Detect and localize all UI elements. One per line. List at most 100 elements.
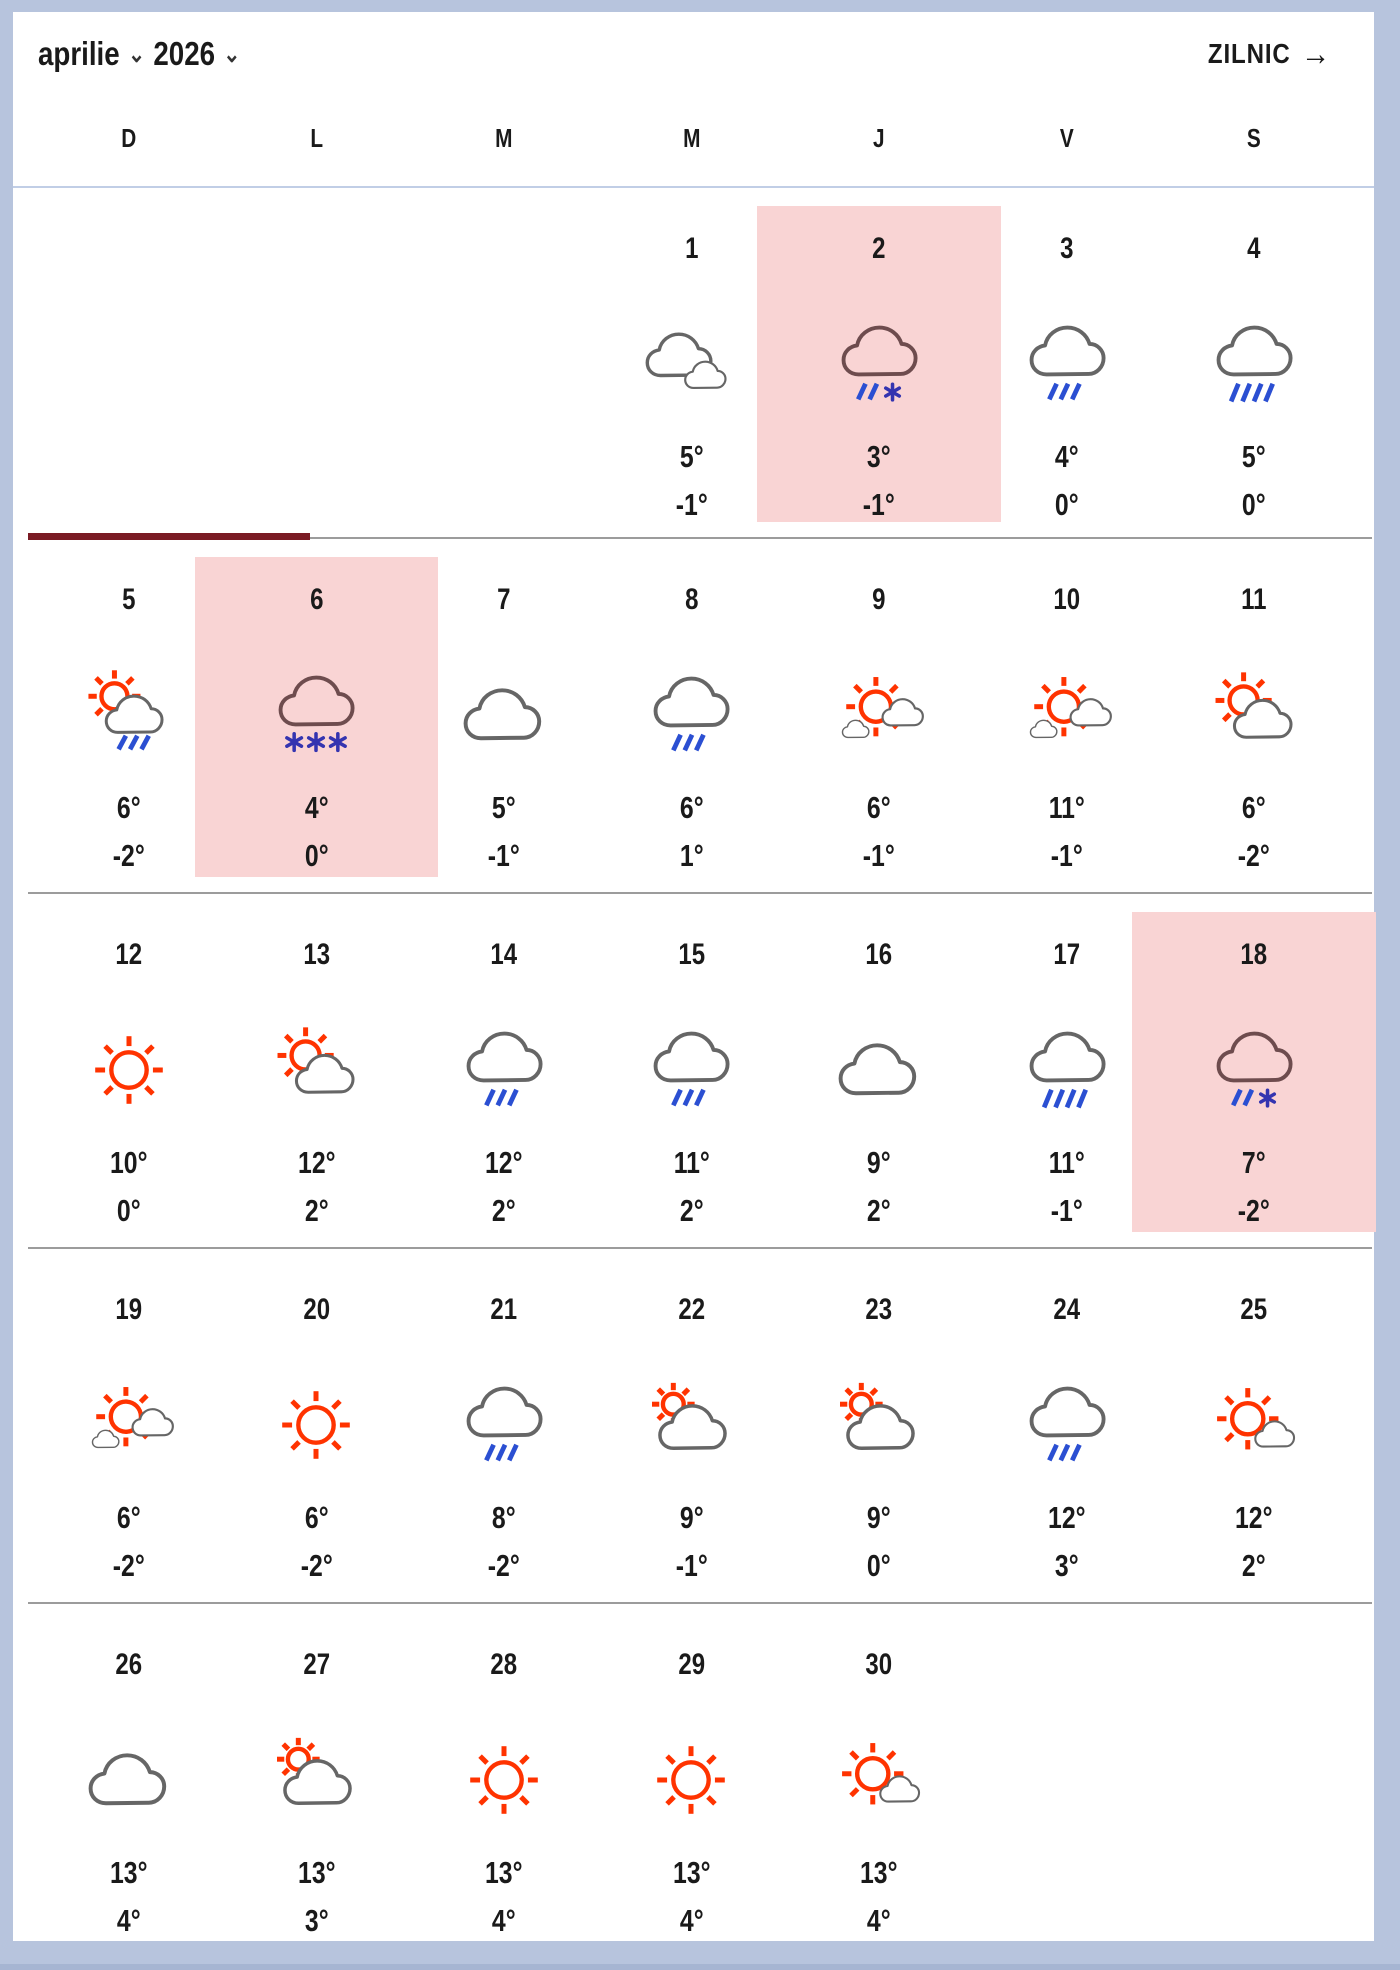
max-temperature: 6° xyxy=(679,790,704,825)
day-cell-25[interactable]: 25 12° 2° xyxy=(1160,1249,1348,1602)
day-name-5: V xyxy=(1059,122,1074,153)
week-row-5: 26 13° 4° 27 13° 3° 28 13° 4° 29 13° 4° 30 13° 4° xyxy=(35,1604,1348,1945)
day-cell-16[interactable]: 16 9° 2° xyxy=(785,894,973,1247)
chevron-down-icon[interactable]: ⌄ xyxy=(128,41,145,68)
day-cell-28[interactable]: 28 13° 4° xyxy=(410,1604,598,1945)
month-selector[interactable]: aprilie xyxy=(38,35,120,72)
week-progress-indicator xyxy=(28,533,310,540)
min-temperature: 0° xyxy=(1054,487,1079,522)
day-cell-15[interactable]: 15 11° 2° xyxy=(598,894,786,1247)
max-temperature: 9° xyxy=(679,1500,704,1535)
week-row-1: 1 5° -1° 2 3° -1° 3 4° 0° 4 5° 0° xyxy=(35,188,1348,537)
rain-heavy-icon xyxy=(1160,312,1348,416)
rain-icon xyxy=(410,1373,598,1477)
day-cell-13[interactable]: 13 12° 2° xyxy=(223,894,411,1247)
chevron-down-icon[interactable]: ⌄ xyxy=(223,41,241,68)
min-temperature: -2° xyxy=(112,1548,145,1583)
day-number: 17 xyxy=(1053,938,1080,971)
min-temperature: -1° xyxy=(1050,838,1083,873)
day-cell-10[interactable]: 10 11° -1° xyxy=(973,539,1161,892)
mostly-cloudy-sun-icon xyxy=(223,1728,411,1832)
day-cell-12[interactable]: 12 10° 0° xyxy=(35,894,223,1247)
max-temperature: 4° xyxy=(1054,439,1079,474)
max-temperature: 12° xyxy=(1047,1500,1086,1535)
sun-small-clouds-icon xyxy=(785,663,973,767)
day-cell-9[interactable]: 9 6° -1° xyxy=(785,539,973,892)
partly-sunny-icon xyxy=(1160,663,1348,767)
min-temperature: -1° xyxy=(1050,1193,1083,1228)
max-temperature: 11° xyxy=(673,1145,710,1180)
day-number: 4 xyxy=(1247,232,1261,265)
day-number: 18 xyxy=(1240,938,1268,971)
max-temperature: 3° xyxy=(867,439,891,474)
day-cell-26[interactable]: 26 13° 4° xyxy=(35,1604,223,1945)
day-cell-19[interactable]: 19 6° -2° xyxy=(35,1249,223,1602)
max-temperature: 6° xyxy=(116,1500,141,1535)
day-number: 20 xyxy=(302,1293,330,1326)
day-number: 3 xyxy=(1059,232,1074,265)
cloudy-icon xyxy=(410,663,598,767)
sunny-icon xyxy=(35,1018,223,1122)
day-cell-27[interactable]: 27 13° 3° xyxy=(223,1604,411,1945)
day-number: 21 xyxy=(490,1293,518,1326)
calendar-header: aprilie ⌄ 2026 ⌄ ZILNIC → xyxy=(13,12,1374,90)
rain-heavy-icon xyxy=(973,1018,1161,1122)
day-cell-17[interactable]: 17 11° -1° xyxy=(973,894,1161,1247)
daily-view-link[interactable]: ZILNIC → xyxy=(1208,35,1330,74)
min-temperature: 4° xyxy=(116,1903,141,1938)
day-number: 23 xyxy=(865,1293,893,1326)
min-temperature: 4° xyxy=(492,1903,516,1938)
max-temperature: 4° xyxy=(304,790,329,825)
max-temperature: 9° xyxy=(867,1145,891,1180)
week-separator xyxy=(28,1247,1372,1249)
day-number: 12 xyxy=(115,938,143,971)
day-cell-23[interactable]: 23 9° 0° xyxy=(785,1249,973,1602)
day-cell-29[interactable]: 29 13° 4° xyxy=(598,1604,786,1945)
min-temperature: 3° xyxy=(1054,1548,1079,1583)
min-temperature: 0° xyxy=(304,838,329,873)
day-cell-4[interactable]: 4 5° 0° xyxy=(1160,188,1348,537)
sun-small-cloud-icon xyxy=(785,1728,973,1832)
day-number: 24 xyxy=(1053,1293,1080,1326)
day-cell-2[interactable]: 2 3° -1° xyxy=(757,188,1001,537)
day-number: 13 xyxy=(302,938,330,971)
week-row-4: 19 6° -2° 20 6° -2° 21 8° -2° 22 9° -1° 23 9° 0° 24 12° 3… xyxy=(35,1249,1348,1602)
day-cell-24[interactable]: 24 12° 3° xyxy=(973,1249,1161,1602)
week-separator xyxy=(28,537,1372,539)
day-number: 19 xyxy=(115,1293,143,1326)
day-cell-30[interactable]: 30 13° 4° xyxy=(785,1604,973,1945)
rain-icon xyxy=(598,1018,786,1122)
min-temperature: 2° xyxy=(1242,1548,1267,1583)
day-number: 9 xyxy=(872,583,886,616)
day-cell-8[interactable]: 8 6° 1° xyxy=(598,539,786,892)
day-cell-7[interactable]: 7 5° -1° xyxy=(410,539,598,892)
max-temperature: 11° xyxy=(1048,790,1085,825)
day-cell-22[interactable]: 22 9° -1° xyxy=(598,1249,786,1602)
day-cell-5[interactable]: 5 6° -2° xyxy=(35,539,223,892)
max-temperature: 13° xyxy=(485,1855,523,1890)
cloudy-icon xyxy=(785,1018,973,1122)
week-row-3: 12 10° 0° 13 12° 2° 14 12° 2° 15 11° 2° 16 9° 2° 17 11° -… xyxy=(35,894,1376,1247)
year-selector[interactable]: 2026 xyxy=(153,35,216,72)
day-cell-1[interactable]: 1 5° -1° xyxy=(598,188,786,537)
day-number: 5 xyxy=(122,583,136,616)
day-cell-6[interactable]: 6 4° 0° xyxy=(194,539,438,892)
day-cell-20[interactable]: 20 6° -2° xyxy=(223,1249,411,1602)
max-temperature: 12° xyxy=(1235,1500,1273,1535)
min-temperature: -2° xyxy=(1238,1193,1271,1228)
day-cell-3[interactable]: 3 4° 0° xyxy=(973,188,1161,537)
day-number: 25 xyxy=(1240,1293,1268,1326)
max-temperature: 12° xyxy=(297,1145,336,1180)
min-temperature: 2° xyxy=(867,1193,891,1228)
sunny-icon xyxy=(410,1728,598,1832)
max-temperature: 11° xyxy=(1048,1145,1085,1180)
mostly-cloudy-sun-icon xyxy=(785,1373,973,1477)
day-number: 22 xyxy=(678,1293,705,1326)
day-cell-14[interactable]: 14 12° 2° xyxy=(410,894,598,1247)
day-cell-11[interactable]: 11 6° -2° xyxy=(1160,539,1348,892)
week-separator xyxy=(28,1602,1372,1604)
day-cell-18[interactable]: 18 7° -2° xyxy=(1132,894,1376,1247)
day-cell-21[interactable]: 21 8° -2° xyxy=(410,1249,598,1602)
max-temperature: 5° xyxy=(679,439,704,474)
day-number: 27 xyxy=(302,1648,330,1681)
